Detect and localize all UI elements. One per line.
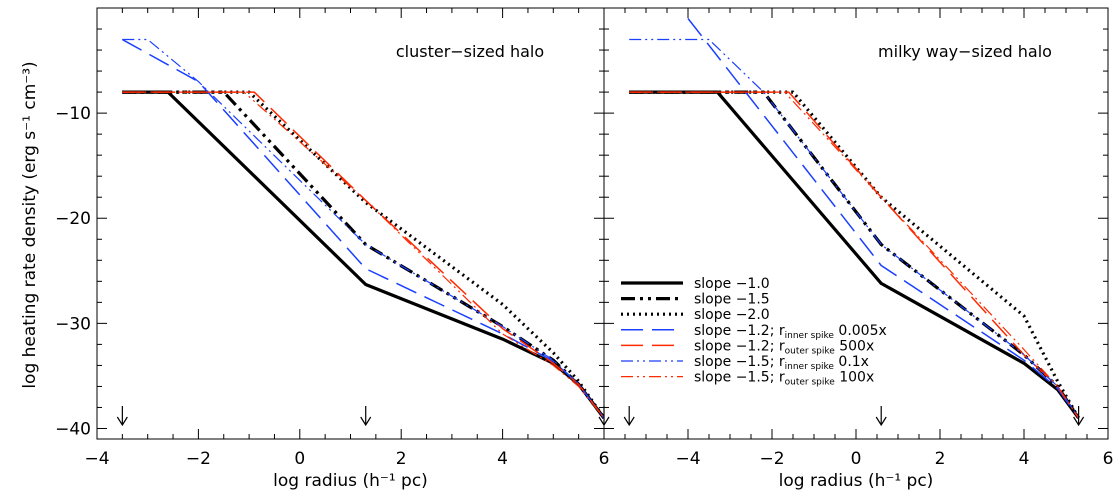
legend-entry: slope −2.0 (621, 307, 770, 323)
arrow-marker (623, 406, 635, 427)
arrow-marker (116, 406, 128, 427)
series-line (629, 91, 1080, 419)
series-line (122, 90, 604, 419)
x-tick-label: −4 (675, 449, 700, 469)
legend-entry: slope −1.2; rinner spike 0.005x (621, 323, 887, 341)
legend-label: slope −2.0 (694, 307, 770, 323)
arrow-marker (875, 406, 887, 427)
x-tick-label: −2 (759, 449, 784, 469)
panel-milky-way-halo: −4 −2 0 2 4 6 log radius (h⁻¹ pc) milky way−siz… (603, 7, 1114, 491)
y-tick-label: −40 (55, 419, 91, 439)
series-line (122, 90, 604, 419)
arrow-marker (1073, 406, 1085, 427)
x-tick-label: 0 (294, 449, 305, 469)
halo-annotation: cluster−sized halo (396, 42, 544, 61)
x-axis-label: log radius (h⁻¹ pc) (779, 471, 934, 491)
series-line (121, 38, 604, 419)
halo-annotation: milky way−sized halo (878, 42, 1052, 61)
arrow-marker (360, 406, 372, 427)
y-tick-label: −20 (55, 209, 91, 229)
x-tick-label: 4 (1019, 449, 1030, 469)
series-line (629, 38, 1080, 419)
series-line (122, 91, 604, 419)
legend-label: slope −1.5 (694, 292, 770, 308)
series-line (687, 18, 1080, 419)
x-tick-label: 2 (935, 449, 946, 469)
legend-entry: slope −1.0 (621, 276, 770, 292)
legend-label: slope −1.5; router spike 100x (694, 370, 874, 388)
series-line (122, 90, 604, 419)
x-tick-label: −4 (84, 449, 109, 469)
y-tick-label: −30 (55, 314, 91, 334)
x-tick-label: 0 (851, 449, 862, 469)
plot-frame (96, 7, 605, 440)
x-tick-label: −2 (186, 449, 211, 469)
legend-entry: slope −1.5 (621, 292, 770, 308)
x-tick-label: 6 (1103, 449, 1114, 469)
legend-label: slope −1.0 (694, 276, 770, 292)
legend-entry: slope −1.5; router spike 100x (621, 370, 874, 388)
series-line (122, 38, 604, 419)
x-tick-label: 4 (497, 449, 508, 469)
series-line (122, 91, 604, 419)
y-axis-label: log heating rate density (erg s⁻¹ cm⁻³) (20, 61, 40, 388)
x-tick-label: 2 (396, 449, 407, 469)
x-tick-label: 6 (599, 449, 610, 469)
legend-label: slope −1.2; rinner spike 0.005x (694, 323, 887, 341)
x-axis-label: log radius (h⁻¹ pc) (273, 471, 428, 491)
y-tick-label: −10 (55, 104, 91, 124)
